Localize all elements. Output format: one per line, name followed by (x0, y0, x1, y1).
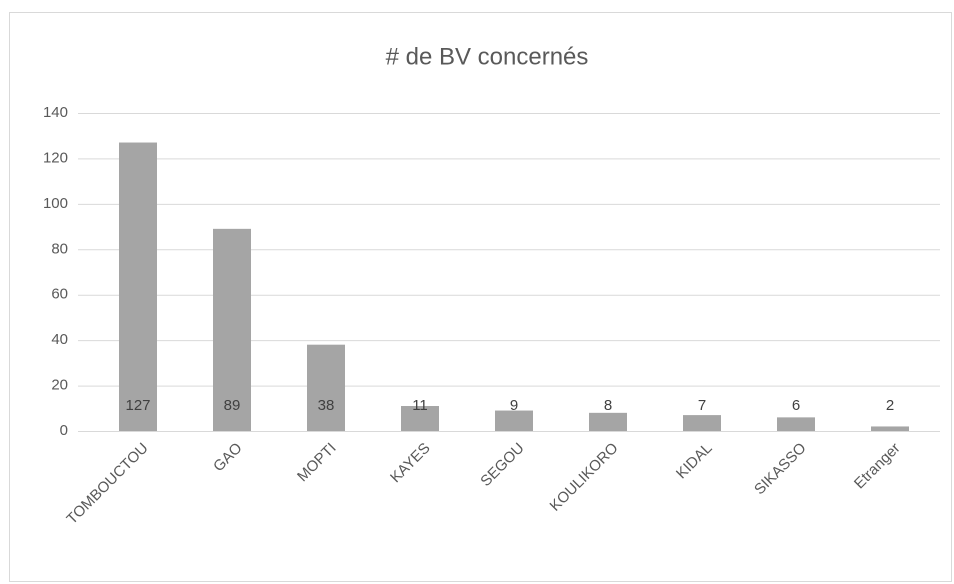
bar (777, 417, 815, 431)
bar (683, 415, 721, 431)
data-label: 38 (318, 397, 335, 414)
data-label: 7 (698, 397, 706, 414)
bar (401, 406, 439, 431)
y-tick-label: 120 (43, 149, 68, 166)
bar (119, 142, 157, 431)
bar (307, 344, 345, 431)
data-label: 89 (224, 397, 241, 414)
y-tick-label: 140 (43, 104, 68, 121)
bar (589, 412, 627, 431)
bar (495, 410, 533, 431)
data-label: 8 (604, 397, 612, 414)
y-tick-label: 100 (43, 195, 68, 212)
data-label: 127 (125, 397, 150, 414)
bar (871, 426, 909, 431)
data-label: 2 (886, 397, 894, 414)
data-label: 9 (510, 397, 518, 414)
chart-title: # de BV concernés (386, 43, 589, 70)
y-tick-label: 60 (51, 286, 68, 303)
chart-border (9, 12, 952, 582)
data-label: 11 (412, 397, 428, 414)
y-tick-label: 80 (51, 240, 68, 257)
y-tick-label: 40 (51, 331, 68, 348)
bar (213, 228, 251, 431)
data-label: 6 (792, 397, 800, 414)
y-tick-label: 20 (51, 377, 68, 394)
y-tick-label: 0 (60, 422, 68, 439)
